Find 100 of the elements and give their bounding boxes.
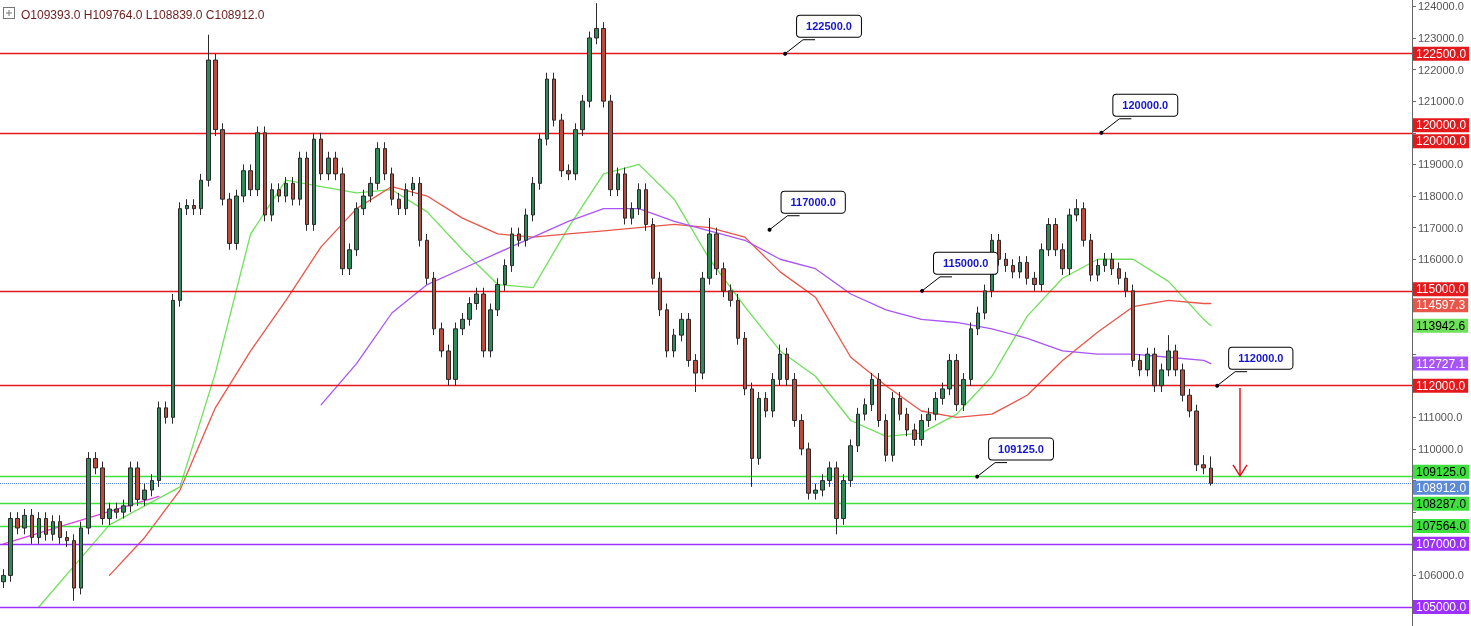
candlestick [446, 344, 451, 387]
ref-line-label: 120000.0 [1416, 118, 1467, 133]
candlestick [128, 461, 133, 513]
candlestick [58, 514, 62, 545]
candlestick [93, 451, 98, 475]
candlestick [368, 176, 373, 203]
candlestick [142, 483, 147, 507]
candlestick [898, 391, 902, 421]
candlestick [813, 483, 818, 501]
text: 112727.1 [1416, 356, 1466, 371]
annotation: 120000.0 [1122, 99, 1169, 112]
candlestick [510, 227, 514, 273]
candlestick [227, 192, 232, 251]
candlestick [44, 511, 48, 542]
candlestick [150, 473, 154, 497]
candlestick [383, 141, 387, 181]
candlestick [771, 372, 775, 418]
annotation: 109125.0 [998, 443, 1044, 456]
candlestick [1209, 455, 1213, 487]
candlestick [100, 461, 105, 526]
candlestick [721, 261, 726, 298]
ref-line-label: 122500.0 [1416, 46, 1467, 61]
candlestick [630, 201, 634, 225]
candlestick [905, 407, 909, 437]
candlestick [495, 277, 500, 317]
candlestick [863, 397, 867, 421]
candlestick [714, 227, 719, 276]
candlestick [51, 514, 55, 542]
candlestick [206, 34, 211, 188]
y-tick-label: 116000.0 [1418, 253, 1464, 266]
candlestick [284, 176, 288, 203]
candlestick [418, 176, 422, 248]
candlestick [1117, 261, 1121, 286]
candlestick [390, 167, 394, 207]
candlestick [453, 321, 458, 387]
candlestick [1060, 242, 1065, 276]
candlestick [686, 312, 691, 368]
candlestick [644, 182, 648, 232]
y-tick-label: 124000.0 [1418, 0, 1464, 13]
candlestick [517, 227, 521, 248]
candlestick [326, 151, 331, 181]
text: 114597.3 [1416, 298, 1466, 313]
text: O109393.0 H109764.0 L108839.0 C108912.0 [21, 8, 265, 22]
candlestick [1124, 271, 1128, 298]
candlestick [580, 94, 585, 137]
candlestick [792, 372, 797, 428]
line-series [108, 185, 1212, 577]
candlestick [185, 198, 189, 216]
candlestick [1067, 208, 1072, 276]
candlestick [404, 182, 408, 216]
annotation: 117000.0 [790, 196, 836, 209]
candlestick [834, 461, 839, 535]
candlestick [926, 407, 931, 428]
candlestick [263, 125, 267, 222]
candlestick [1096, 258, 1100, 282]
candlestick [425, 233, 429, 286]
candlestick [397, 192, 401, 216]
candlestick [298, 151, 302, 207]
candlestick [291, 176, 295, 207]
candlestick [319, 132, 323, 181]
candlestick [559, 113, 564, 178]
candlestick [665, 303, 669, 358]
candlestick [608, 94, 613, 197]
y-tick-label: 121000.0 [1418, 95, 1464, 108]
candlestick [524, 208, 528, 248]
candlestick [234, 189, 239, 251]
candlestick [728, 284, 733, 308]
candlestick [460, 312, 465, 336]
candlestick [877, 372, 881, 428]
candlestick [997, 233, 1001, 267]
annotation: 115000.0 [943, 257, 989, 270]
candlestick [693, 353, 698, 393]
line-series [38, 163, 1212, 608]
candlestick [820, 473, 825, 497]
candlestick [72, 533, 76, 602]
candlestick [707, 217, 712, 286]
candlestick [8, 511, 13, 583]
candlestick [891, 391, 895, 463]
candlestick [961, 372, 966, 412]
candlestick [157, 401, 161, 488]
candlestick [651, 217, 655, 286]
candlestick [361, 189, 366, 216]
candlestick [658, 271, 662, 317]
candlestick [1138, 353, 1142, 377]
candlestick [969, 321, 973, 387]
candlestick [255, 125, 260, 197]
candlestick [1103, 252, 1107, 273]
candlestick [220, 122, 225, 207]
candlestick [785, 347, 789, 387]
y-tick-label: 123000.0 [1418, 31, 1464, 44]
candlestick [135, 461, 140, 507]
candlestick [432, 271, 436, 336]
ref-line-label: 107564.0 [1416, 518, 1467, 533]
candlestick [1053, 217, 1058, 257]
candlestick [347, 242, 352, 276]
annotation: 112000.0 [1238, 352, 1284, 365]
candlestick [1032, 271, 1037, 292]
y-tick-label: 118000.0 [1418, 190, 1464, 203]
candlestick [538, 132, 542, 191]
candlestick [1152, 347, 1157, 393]
